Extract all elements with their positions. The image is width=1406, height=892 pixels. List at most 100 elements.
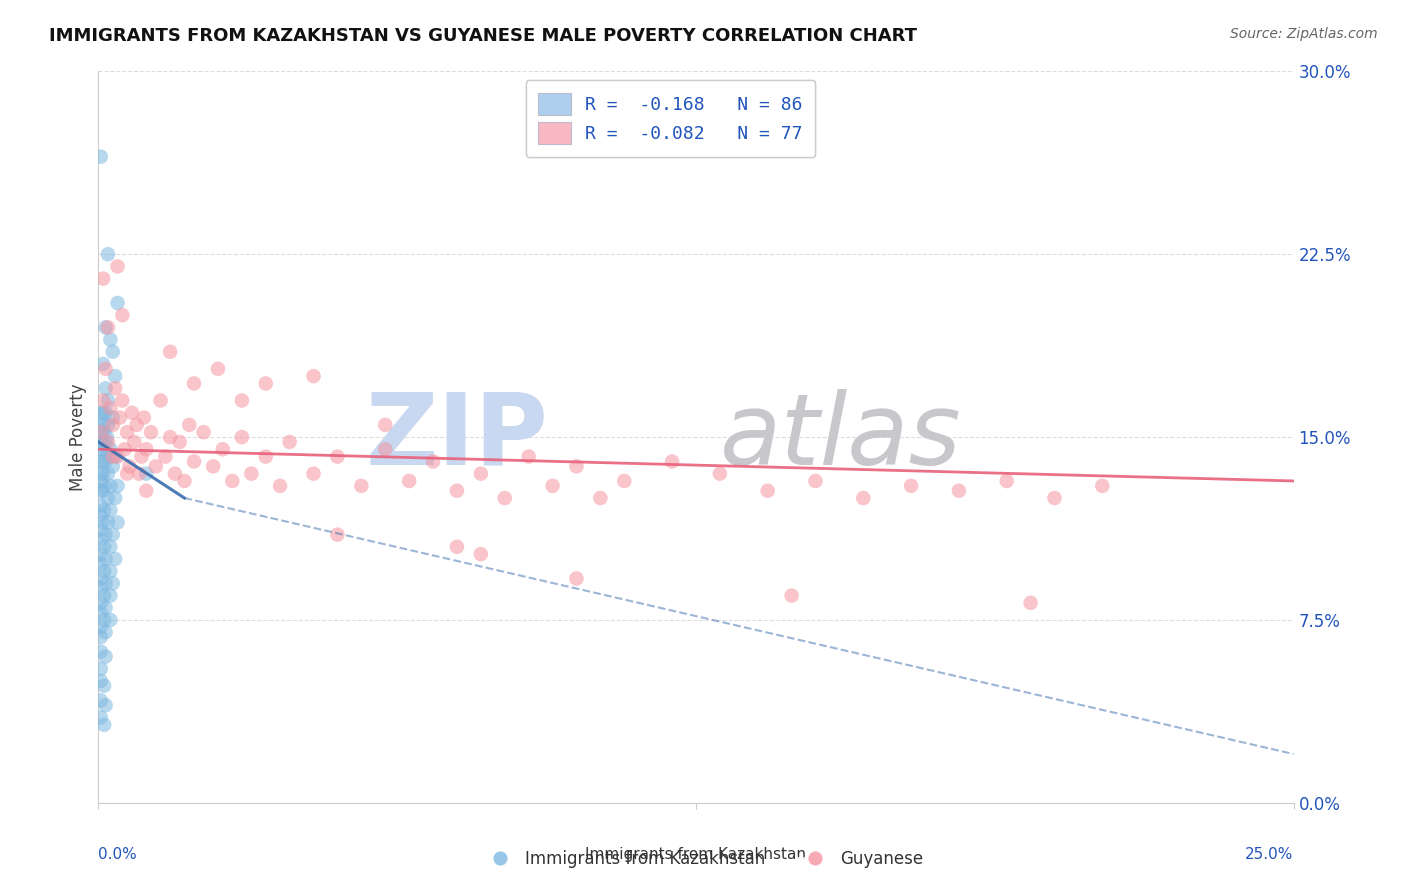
- Point: [90, 483, 112, 498]
- Point: [93, 564, 115, 578]
- Point: [91, 442, 114, 457]
- Point: [541, 479, 564, 493]
- Text: ZIP: ZIP: [366, 389, 548, 485]
- Point: [159, 430, 181, 444]
- Point: [128, 467, 150, 481]
- Point: [756, 483, 779, 498]
- Point: [93, 503, 115, 517]
- Point: [94, 552, 117, 566]
- Point: [94, 576, 117, 591]
- Point: [1019, 596, 1042, 610]
- Point: [93, 589, 115, 603]
- Point: [101, 344, 124, 359]
- Point: [97, 320, 120, 334]
- Point: [231, 430, 253, 444]
- Point: [470, 547, 492, 561]
- Point: [94, 625, 117, 640]
- Point: [613, 474, 636, 488]
- Point: [231, 393, 253, 408]
- Point: [254, 376, 277, 391]
- Legend: R =  -0.168   N = 86, R =  -0.082   N = 77: R = -0.168 N = 86, R = -0.082 N = 77: [526, 80, 815, 157]
- Point: [948, 483, 970, 498]
- Point: [90, 434, 112, 449]
- Point: [98, 503, 122, 517]
- Text: 25.0%: 25.0%: [1246, 847, 1294, 862]
- Point: [108, 410, 131, 425]
- Point: [169, 434, 191, 449]
- Point: [90, 620, 112, 634]
- Point: [1043, 491, 1066, 505]
- Point: [98, 442, 122, 457]
- Point: [91, 516, 114, 530]
- Point: [111, 308, 134, 322]
- Text: Source: ZipAtlas.com: Source: ZipAtlas.com: [1230, 27, 1378, 41]
- Point: [97, 467, 120, 481]
- Point: [101, 450, 124, 464]
- Point: [104, 491, 127, 505]
- Point: [97, 393, 120, 408]
- Point: [97, 434, 120, 449]
- Point: [90, 645, 112, 659]
- Point: [94, 649, 117, 664]
- Point: [90, 499, 112, 513]
- Point: [852, 491, 875, 505]
- Text: atlas: atlas: [720, 389, 962, 485]
- Point: [107, 479, 129, 493]
- Point: [326, 450, 349, 464]
- Point: [90, 417, 112, 432]
- Point: [90, 572, 112, 586]
- Point: [398, 474, 420, 488]
- Point: [202, 459, 225, 474]
- Point: [90, 467, 112, 481]
- Point: [1091, 479, 1114, 493]
- Point: [101, 576, 124, 591]
- Point: [517, 450, 540, 464]
- Point: [107, 296, 129, 310]
- Point: [118, 459, 141, 474]
- Text: Immigrants from Kazakhstan: Immigrants from Kazakhstan: [585, 847, 807, 862]
- Point: [139, 425, 162, 440]
- Point: [302, 467, 325, 481]
- Point: [90, 523, 112, 537]
- Point: [104, 450, 127, 464]
- Point: [97, 447, 120, 461]
- Point: [93, 718, 115, 732]
- Point: [900, 479, 922, 493]
- Point: [155, 450, 177, 464]
- Point: [470, 467, 492, 481]
- Point: [90, 442, 112, 457]
- Point: [135, 467, 157, 481]
- Point: [90, 425, 112, 440]
- Point: [104, 552, 127, 566]
- Point: [91, 393, 114, 408]
- Point: [111, 393, 134, 408]
- Point: [94, 698, 117, 713]
- Point: [94, 381, 117, 395]
- Point: [90, 693, 112, 707]
- Point: [90, 547, 112, 561]
- Point: [995, 474, 1018, 488]
- Point: [115, 425, 138, 440]
- Point: [302, 369, 325, 384]
- Point: [98, 333, 122, 347]
- Point: [374, 442, 396, 457]
- Point: [125, 417, 148, 432]
- Point: [565, 572, 588, 586]
- Point: [104, 369, 127, 384]
- Point: [98, 540, 122, 554]
- Point: [163, 467, 186, 481]
- Point: [90, 596, 112, 610]
- Point: [350, 479, 373, 493]
- Point: [98, 589, 122, 603]
- Point: [90, 662, 112, 676]
- Point: [101, 527, 124, 541]
- Point: [96, 430, 118, 444]
- Point: [94, 600, 117, 615]
- Point: [90, 673, 112, 688]
- Point: [107, 450, 129, 464]
- Point: [90, 630, 112, 644]
- Point: [374, 417, 396, 432]
- Point: [90, 406, 112, 420]
- Point: [90, 533, 112, 547]
- Point: [101, 417, 124, 432]
